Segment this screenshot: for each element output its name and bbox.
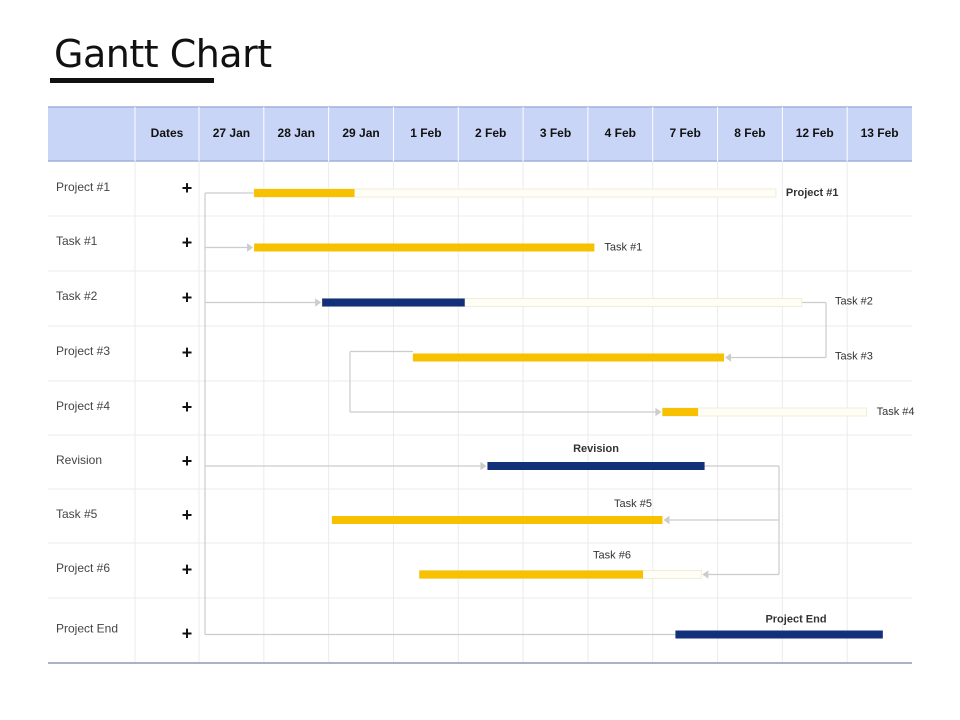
gantt-bar — [662, 408, 699, 416]
gantt-bar-label: Project #1 — [786, 187, 839, 199]
row-label: Project #6 — [56, 561, 110, 575]
header-date-9: 12 Feb — [796, 126, 834, 140]
gantt-bar — [331, 516, 663, 524]
page-title: Gantt Chart — [54, 32, 272, 76]
plus-icon: + — [182, 178, 193, 198]
gantt-bar-label: Task #6 — [593, 549, 631, 561]
connector-arrow — [655, 407, 662, 417]
row-label: Project End — [56, 622, 118, 636]
plus-icon: + — [182, 397, 193, 417]
row-label: Task #1 — [56, 234, 98, 248]
plus-icon: + — [182, 505, 193, 525]
header-date-0: 27 Jan — [213, 126, 250, 140]
gantt-bar — [675, 630, 883, 639]
header-date-1: 28 Jan — [278, 126, 315, 140]
connector-arrow — [725, 353, 732, 362]
row-label: Project #4 — [56, 399, 110, 413]
gantt-bar-label: Revision — [573, 443, 619, 455]
header-date-8: 8 Feb — [734, 126, 765, 140]
connector-arrow — [315, 298, 322, 307]
title-underline — [50, 78, 214, 83]
row-label: Project #1 — [56, 180, 110, 194]
gantt-bar-label: Project End — [765, 613, 826, 625]
header-date-10: 13 Feb — [861, 126, 899, 140]
header-date-2: 29 Jan — [342, 126, 379, 140]
gantt-bar — [322, 298, 465, 307]
gantt-bar — [487, 462, 705, 470]
row-label: Task #5 — [56, 507, 98, 521]
plus-icon: + — [182, 623, 193, 643]
row-label: Task #2 — [56, 289, 98, 303]
connector-arrow — [702, 570, 709, 579]
gantt-bar-label: Task #3 — [835, 350, 873, 362]
gantt-bar-label: Task #1 — [604, 241, 642, 253]
gantt-bar — [254, 243, 595, 252]
plus-icon: + — [182, 232, 193, 252]
header-date-3: 1 Feb — [410, 126, 441, 140]
gantt-bar — [419, 570, 644, 579]
plus-icon: + — [182, 451, 193, 471]
header-band — [48, 107, 912, 161]
plus-icon: + — [182, 287, 193, 307]
header-date-5: 3 Feb — [540, 126, 571, 140]
header-date-7: 7 Feb — [669, 126, 700, 140]
gantt-bar-label: Task #5 — [614, 498, 652, 510]
connector-arrow — [480, 461, 487, 471]
plus-icon: + — [182, 342, 193, 362]
row-label: Revision — [56, 453, 102, 467]
header-date-6: 4 Feb — [605, 126, 636, 140]
gantt-bar-label: Task #2 — [835, 295, 873, 307]
connector-arrow — [247, 243, 254, 252]
connector-arrow — [663, 515, 670, 525]
gantt-bar — [412, 353, 725, 362]
plus-icon: + — [182, 559, 193, 579]
header-dates-label: Dates — [151, 126, 184, 140]
header-date-4: 2 Feb — [475, 126, 506, 140]
row-label: Project #3 — [56, 344, 110, 358]
gantt-bar-label: Task #4 — [877, 406, 915, 418]
gantt-bar — [254, 189, 355, 197]
